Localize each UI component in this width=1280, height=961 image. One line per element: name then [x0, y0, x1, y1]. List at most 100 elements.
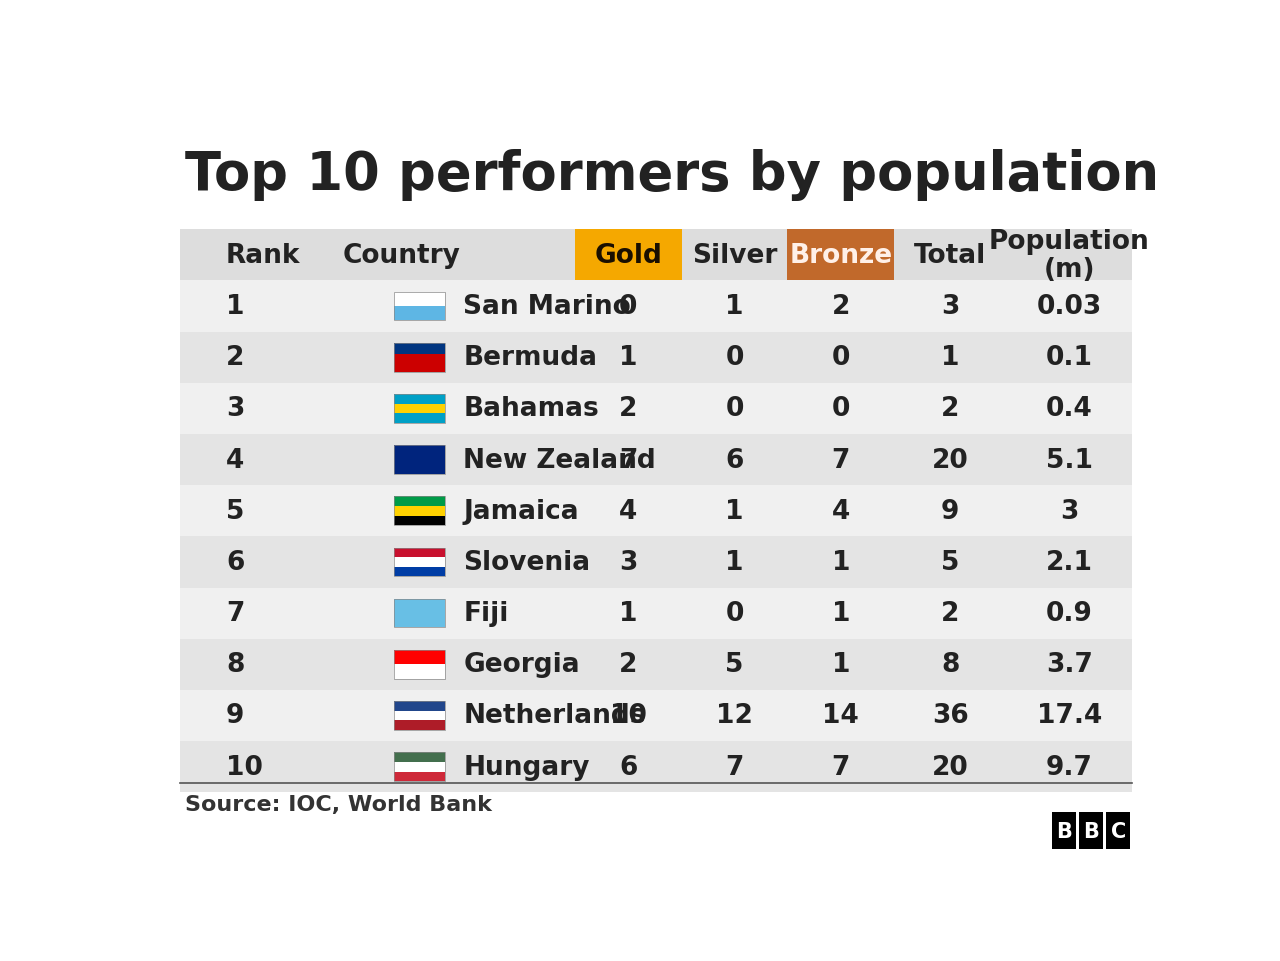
Text: 12: 12 — [716, 702, 753, 728]
Text: 1: 1 — [620, 601, 637, 627]
Bar — [179, 333, 1132, 383]
Bar — [394, 307, 445, 321]
Bar — [179, 434, 1132, 485]
Text: C: C — [1111, 821, 1126, 841]
Text: 0.9: 0.9 — [1046, 601, 1093, 627]
Bar — [394, 395, 445, 423]
Text: 36: 36 — [932, 702, 969, 728]
Bar — [394, 414, 445, 423]
Text: Total: Total — [914, 242, 987, 268]
Text: 1: 1 — [620, 345, 637, 371]
Text: 1: 1 — [227, 294, 244, 320]
Text: 0: 0 — [832, 345, 850, 371]
Text: Bahamas: Bahamas — [463, 396, 599, 422]
Text: Fiji: Fiji — [463, 601, 508, 627]
Bar — [394, 516, 445, 526]
Text: 20: 20 — [932, 447, 969, 473]
Text: Georgia: Georgia — [463, 652, 580, 678]
Text: 0.4: 0.4 — [1046, 396, 1093, 422]
Bar — [394, 665, 445, 678]
Text: 0.1: 0.1 — [1046, 345, 1093, 371]
Bar — [179, 383, 1132, 434]
Text: 5.1: 5.1 — [1046, 447, 1093, 473]
Text: 4: 4 — [832, 498, 850, 524]
Text: 0.03: 0.03 — [1037, 294, 1102, 320]
Text: Population
(m): Population (m) — [989, 229, 1149, 283]
Bar — [179, 537, 1132, 588]
Text: 9: 9 — [227, 702, 244, 728]
Bar — [394, 711, 445, 721]
Text: B: B — [1084, 821, 1100, 841]
Text: 17.4: 17.4 — [1037, 702, 1102, 728]
Text: Slovenia: Slovenia — [463, 550, 590, 576]
Text: Gold: Gold — [594, 242, 662, 268]
Bar — [394, 651, 445, 665]
Text: 0: 0 — [726, 601, 744, 627]
Text: 2: 2 — [832, 294, 850, 320]
Bar — [394, 752, 445, 762]
Text: 2: 2 — [941, 601, 960, 627]
Text: Source: IOC, World Bank: Source: IOC, World Bank — [184, 794, 492, 814]
Text: 5: 5 — [726, 652, 744, 678]
Bar — [394, 343, 445, 355]
Text: 3: 3 — [227, 396, 244, 422]
Bar — [179, 485, 1132, 537]
Bar — [394, 762, 445, 772]
Bar — [179, 741, 1132, 793]
Text: 7: 7 — [620, 447, 637, 473]
Text: 6: 6 — [620, 753, 637, 779]
Bar — [394, 772, 445, 781]
Bar — [394, 395, 445, 404]
Text: 0: 0 — [726, 345, 744, 371]
Text: 1: 1 — [941, 345, 960, 371]
Text: 1: 1 — [726, 294, 744, 320]
Text: 6: 6 — [227, 550, 244, 576]
Bar — [394, 702, 445, 730]
Text: 2: 2 — [620, 396, 637, 422]
Text: 0: 0 — [620, 294, 637, 320]
Bar — [179, 690, 1132, 741]
Text: 3.7: 3.7 — [1046, 652, 1093, 678]
Text: Rank: Rank — [227, 242, 301, 268]
Text: 1: 1 — [832, 550, 850, 576]
Bar — [787, 230, 893, 282]
Bar — [394, 506, 445, 516]
Bar — [179, 230, 1132, 282]
Text: 7: 7 — [726, 753, 744, 779]
Bar — [179, 588, 1132, 639]
Bar — [394, 343, 445, 372]
Text: 3: 3 — [1060, 498, 1079, 524]
Text: 7: 7 — [832, 753, 850, 779]
Text: 10: 10 — [611, 702, 646, 728]
Text: 6: 6 — [726, 447, 744, 473]
Text: Country: Country — [342, 242, 460, 268]
Bar — [575, 230, 682, 282]
Text: 4: 4 — [620, 498, 637, 524]
Text: 1: 1 — [832, 601, 850, 627]
Bar — [179, 282, 1132, 333]
Bar — [394, 548, 445, 557]
Text: 8: 8 — [227, 652, 244, 678]
Text: 2: 2 — [227, 345, 244, 371]
Text: Jamaica: Jamaica — [463, 498, 579, 524]
Bar — [394, 497, 445, 506]
Bar — [394, 752, 445, 781]
Bar — [394, 599, 445, 628]
Text: B: B — [1056, 821, 1073, 841]
Bar — [394, 497, 445, 526]
Text: 14: 14 — [822, 702, 859, 728]
Text: 8: 8 — [941, 652, 960, 678]
Text: New Zealand: New Zealand — [463, 447, 655, 473]
Bar — [1106, 812, 1130, 850]
Text: 9.7: 9.7 — [1046, 753, 1093, 779]
Bar — [394, 567, 445, 577]
Text: 2: 2 — [941, 396, 960, 422]
Text: 4: 4 — [227, 447, 244, 473]
Text: 2: 2 — [620, 652, 637, 678]
Text: San Marino: San Marino — [463, 294, 631, 320]
Bar — [179, 639, 1132, 690]
Text: 9: 9 — [941, 498, 960, 524]
Text: 5: 5 — [227, 498, 244, 524]
Bar — [394, 548, 445, 577]
Text: 10: 10 — [227, 753, 262, 779]
